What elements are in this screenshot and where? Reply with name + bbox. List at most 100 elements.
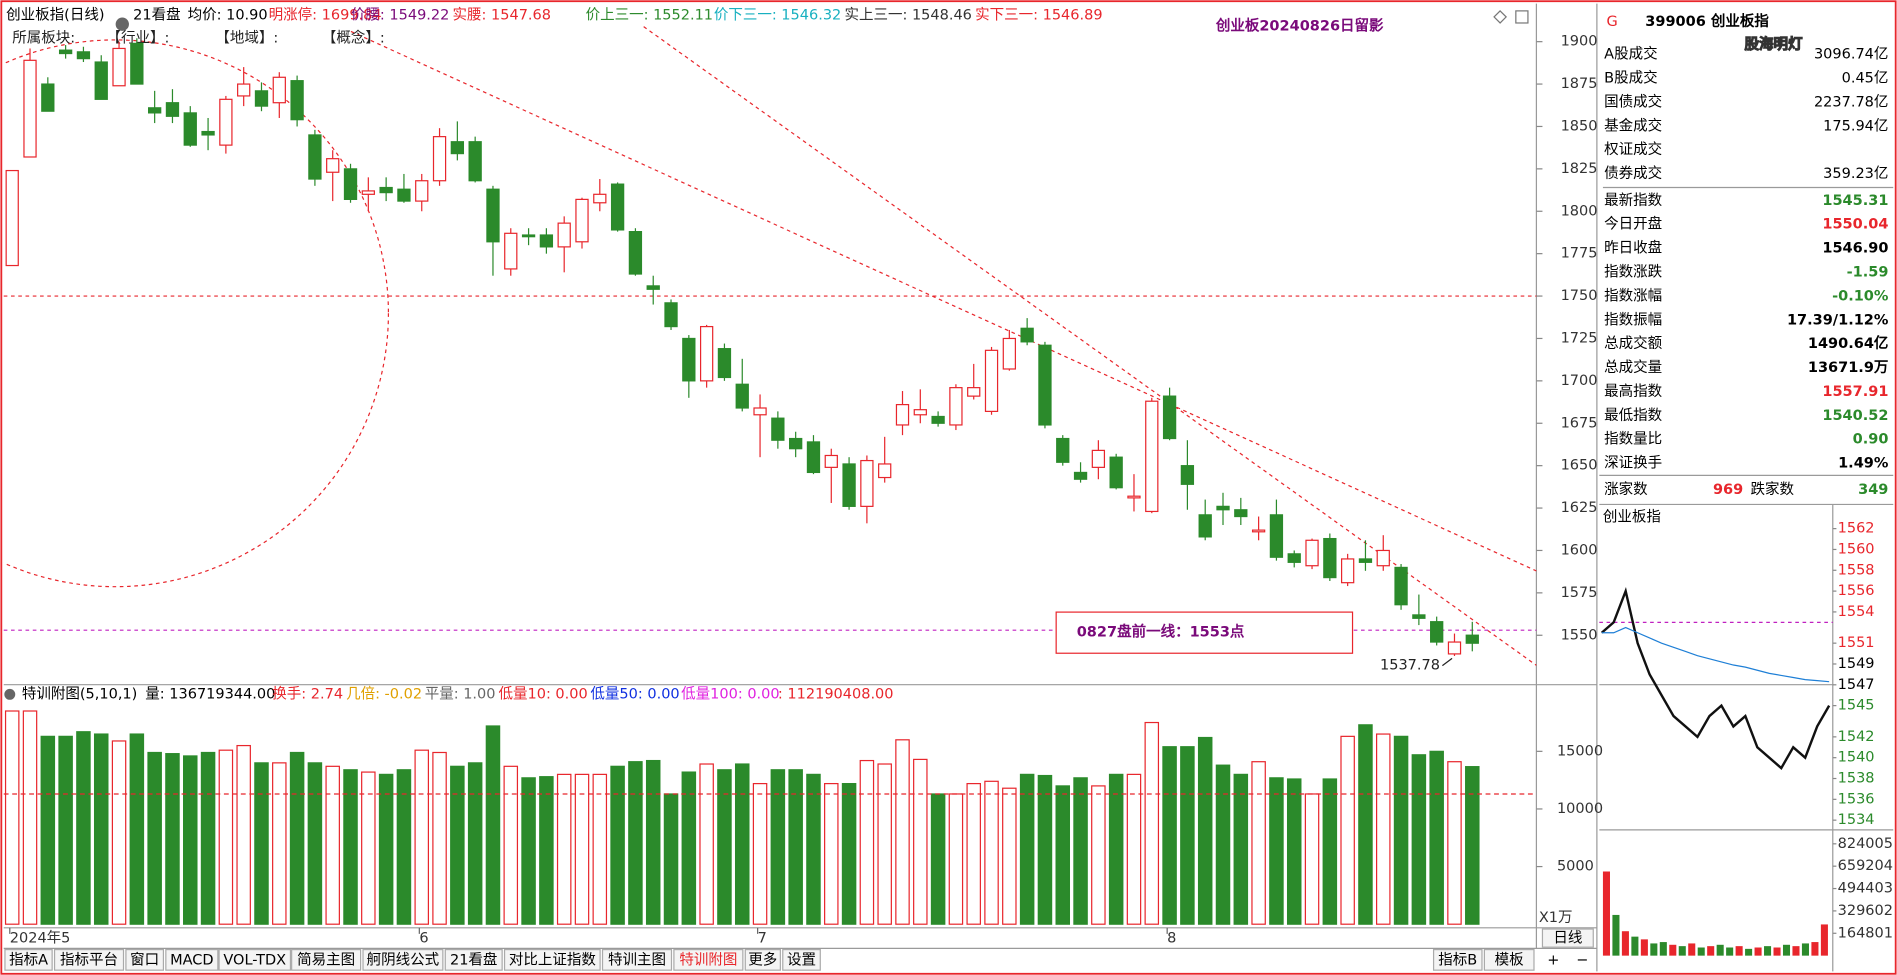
watermark: 股海明灯 [1744, 35, 1802, 53]
tab[interactable] [53, 948, 125, 971]
volume-bar [4, 710, 20, 925]
minute-volume-bar [1726, 947, 1734, 956]
tab-label[interactable]: MACD [170, 952, 213, 968]
y-tick-label: 1562 [1838, 521, 1875, 537]
tab-label[interactable]: 更多 [748, 951, 777, 968]
zoom-button[interactable]: + [1547, 952, 1559, 968]
icon-diamond[interactable] [1493, 10, 1508, 24]
volume-bar [272, 762, 287, 925]
candle-body [806, 441, 821, 474]
tab[interactable] [601, 948, 673, 971]
tab-label[interactable]: 模板 [1495, 950, 1525, 968]
row-value: 2237.78亿 [1814, 93, 1888, 110]
tab[interactable] [673, 948, 744, 971]
tab-label[interactable]: 21看盘 [450, 950, 497, 968]
candle-body [646, 285, 660, 290]
row-label: 基金成交 [1604, 116, 1662, 134]
candle-body [557, 222, 571, 248]
candle-body [58, 49, 73, 55]
volume-bar [645, 759, 661, 925]
candle-body [1002, 337, 1016, 370]
volume-bar [58, 735, 73, 925]
tab[interactable] [218, 948, 292, 971]
tab[interactable] [444, 948, 503, 971]
tab-label[interactable]: 指标平台 [60, 951, 118, 968]
volume-bar [467, 762, 483, 925]
tab[interactable] [291, 948, 362, 971]
volume-bar [770, 769, 786, 925]
icon[interactable] [4, 688, 16, 700]
minute-volume-bar [1678, 946, 1686, 956]
minute-volume-bar [1612, 914, 1620, 956]
volume-bar [574, 773, 590, 925]
candle-body [575, 198, 589, 243]
icon[interactable] [115, 17, 129, 31]
tab-label[interactable]: 简易主图 [297, 951, 355, 968]
candle-body [967, 387, 981, 397]
tab-label[interactable]: 特训主图 [608, 951, 666, 968]
tab[interactable] [782, 948, 821, 971]
y-tick-label: 10000 [1557, 801, 1603, 817]
tab[interactable] [1432, 948, 1483, 971]
tab[interactable] [4, 948, 53, 971]
indicator: 低量100: 0.00 [681, 685, 779, 702]
candle-body [664, 302, 678, 328]
candle-body [1162, 395, 1177, 440]
y-tick-label: 1750 [1561, 288, 1598, 304]
tab[interactable] [362, 948, 444, 971]
tab-label[interactable]: 对比上证指数 [509, 951, 596, 968]
tab-label[interactable]: 指标B [1438, 951, 1477, 968]
period-button[interactable] [1541, 928, 1594, 948]
candle-body [931, 415, 945, 424]
volume-bar [521, 777, 536, 925]
tab-label[interactable]: VOL-TDX [223, 952, 286, 968]
tab[interactable] [1483, 948, 1535, 971]
tab[interactable] [125, 948, 165, 971]
candle-body [753, 407, 767, 416]
tab[interactable] [165, 948, 219, 971]
tab-label[interactable]: 舸阴线公式 [367, 950, 440, 968]
row-label: 深证换手 [1604, 455, 1662, 472]
y-tick-label: 1534 [1838, 812, 1875, 828]
row-label: 昨日收盘 [1604, 239, 1662, 257]
candle-body [254, 90, 269, 107]
minute-volume-bar [1754, 947, 1762, 956]
y-tick-label: 1725 [1561, 330, 1598, 346]
y-tick-label: 1875 [1561, 76, 1598, 92]
icon-square[interactable] [1515, 10, 1529, 24]
tab[interactable] [744, 948, 781, 971]
tab-label[interactable]: 特训附图 [679, 951, 737, 968]
candle-body [290, 80, 304, 121]
header-item: 21看盘 [133, 6, 180, 24]
row-label: 最新指数 [1604, 192, 1662, 209]
minute-volume-bar [1801, 943, 1809, 956]
header-item: 实腰: 1547.68 [453, 7, 551, 24]
period-label[interactable]: 日线 [1553, 930, 1582, 947]
candle-body [112, 47, 126, 87]
volume-bar [432, 751, 447, 925]
volume-bar [1197, 736, 1213, 925]
volume-bar [76, 731, 91, 925]
zoom-button[interactable]: − [1576, 952, 1588, 968]
volume-bar [752, 782, 768, 925]
volume-bar [485, 725, 501, 925]
tab-label[interactable]: 指标A [9, 951, 48, 968]
candle-body [308, 134, 322, 180]
volume-bar [147, 751, 162, 925]
tab-label[interactable]: 设置 [787, 951, 816, 968]
tab[interactable] [503, 948, 601, 971]
y-tick-label: 1536 [1838, 791, 1875, 807]
minute-volume-bar [1745, 948, 1753, 956]
candle-body [1305, 539, 1319, 567]
volume-bar [1144, 721, 1160, 925]
header-item: 价上三一: 1552.11 [586, 7, 713, 24]
y-tick-label: 164801 [1838, 925, 1893, 941]
breadth-value: 969 [1713, 482, 1743, 498]
volume-bar [361, 771, 376, 925]
y-tick-label: 5000 [1557, 859, 1594, 875]
candle-body [521, 234, 536, 238]
volume-bar [788, 769, 803, 925]
row-label: B股成交 [1604, 68, 1657, 86]
tab-label[interactable]: 窗口 [130, 950, 159, 968]
y-tick-label: 1800 [1561, 203, 1598, 219]
